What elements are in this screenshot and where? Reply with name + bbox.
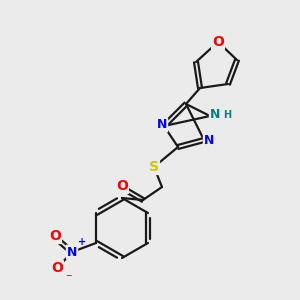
Text: N: N	[210, 107, 220, 121]
Text: H: H	[223, 110, 231, 120]
Text: ⁻: ⁻	[65, 272, 72, 285]
Text: S: S	[149, 160, 159, 174]
Text: O: O	[116, 179, 128, 193]
Text: N: N	[67, 245, 77, 259]
Text: O: O	[51, 261, 63, 275]
Text: N: N	[204, 134, 214, 146]
Text: O: O	[49, 229, 61, 243]
Text: +: +	[78, 237, 86, 247]
Text: O: O	[212, 35, 224, 49]
Text: N: N	[157, 118, 167, 131]
